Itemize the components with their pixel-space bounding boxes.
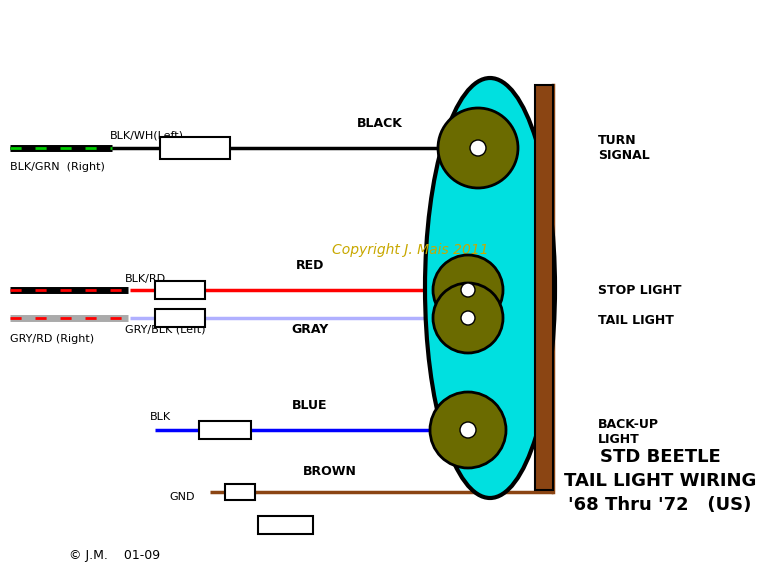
Text: BLK: BLK <box>150 412 171 422</box>
Bar <box>155 309 205 327</box>
Text: BLACK: BLACK <box>357 117 403 130</box>
Bar <box>225 484 255 500</box>
Text: SPLICE: SPLICE <box>261 521 310 534</box>
Circle shape <box>433 283 503 353</box>
Text: BLK/RD: BLK/RD <box>125 274 166 284</box>
Bar <box>160 137 230 159</box>
Text: GND: GND <box>170 492 195 502</box>
Text: TAIL LIGHT: TAIL LIGHT <box>598 313 674 327</box>
Text: STOP LIGHT: STOP LIGHT <box>598 283 681 297</box>
Text: STD BEETLE: STD BEETLE <box>600 448 720 466</box>
Ellipse shape <box>425 78 555 498</box>
Bar <box>535 85 553 490</box>
Bar <box>155 281 205 299</box>
Text: GRY/BLK (Left): GRY/BLK (Left) <box>125 324 206 334</box>
Circle shape <box>433 255 503 325</box>
Text: '68 Thru '72   (US): '68 Thru '72 (US) <box>568 496 752 514</box>
Text: BROWN: BROWN <box>303 465 357 478</box>
Bar <box>257 516 313 534</box>
Circle shape <box>470 140 486 156</box>
Circle shape <box>438 108 518 188</box>
Text: TURN
SIGNAL: TURN SIGNAL <box>598 134 650 162</box>
Circle shape <box>430 392 506 468</box>
Text: GRAY: GRAY <box>291 323 329 336</box>
Text: TAIL LIGHT WIRING: TAIL LIGHT WIRING <box>564 472 756 490</box>
Text: © J.M.    01-09: © J.M. 01-09 <box>69 548 161 562</box>
Text: BLK/WH(Left): BLK/WH(Left) <box>110 130 184 140</box>
Text: GRY/RD (Right): GRY/RD (Right) <box>10 334 94 344</box>
Text: BLK/GRN  (Right): BLK/GRN (Right) <box>10 162 105 172</box>
Circle shape <box>461 283 475 297</box>
Bar <box>199 421 251 439</box>
Text: BACK-UP
LIGHT: BACK-UP LIGHT <box>598 418 659 446</box>
Text: BLUE: BLUE <box>293 399 328 412</box>
Text: Copyright J. Mais 2011: Copyright J. Mais 2011 <box>332 243 488 257</box>
Circle shape <box>460 422 476 438</box>
Text: RED: RED <box>296 259 324 272</box>
Circle shape <box>461 311 475 325</box>
